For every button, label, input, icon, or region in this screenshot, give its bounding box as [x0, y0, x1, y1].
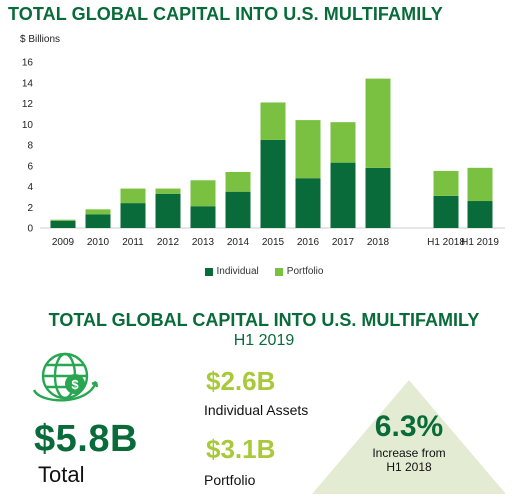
- y-tick-label: 2: [27, 203, 33, 214]
- y-axis-unit-label: $ Billions: [20, 34, 61, 45]
- bar-individual-h1-2019: [467, 201, 493, 228]
- bar-portfolio-2012: [155, 188, 181, 194]
- x-tick-label: 2012: [157, 237, 180, 248]
- y-tick-label: 8: [27, 141, 33, 152]
- x-tick-label: 2016: [297, 237, 320, 248]
- increase-triangle: [312, 380, 506, 494]
- page-title: TOTAL GLOBAL CAPITAL INTO U.S. MULTIFAMI…: [8, 4, 443, 24]
- legend-item-individual: Individual: [204, 266, 259, 277]
- bar-individual-2010: [85, 214, 111, 228]
- bar-individual-2016: [295, 178, 321, 228]
- x-tick-label: 2018: [367, 237, 390, 248]
- increase-value: 6.3%: [374, 410, 444, 443]
- bar-portfolio-2015: [260, 102, 286, 140]
- bar-portfolio-2010: [85, 209, 111, 215]
- bar-individual-2009: [50, 220, 76, 228]
- x-tick-label: H1 2019: [461, 237, 499, 248]
- y-tick-label: 14: [22, 78, 34, 89]
- individual-value: $2.6B: [206, 366, 276, 396]
- total-label: Total: [38, 462, 85, 487]
- legend-item-portfolio: Portfolio: [274, 266, 324, 277]
- bar-individual-2011: [120, 203, 146, 228]
- bar-portfolio-2011: [120, 188, 146, 204]
- bar-portfolio-2018: [365, 78, 391, 168]
- bar-portfolio-2013: [190, 180, 216, 207]
- summary-title: TOTAL GLOBAL CAPITAL INTO U.S. MULTIFAMI…: [48, 310, 480, 330]
- x-tick-label: H1 2018: [427, 237, 465, 248]
- bar-individual-2012: [155, 193, 181, 228]
- chart-legend: Individual Portfolio: [0, 266, 528, 277]
- globe-dollar-icon: $: [32, 352, 99, 402]
- y-tick-label: 4: [27, 182, 33, 193]
- y-tick-label: 12: [22, 99, 34, 110]
- summary-period: H1 2019: [233, 332, 295, 349]
- bar-individual-2014: [225, 191, 251, 228]
- legend-swatch-portfolio: [274, 267, 283, 276]
- bar-portfolio-2009: [50, 219, 76, 221]
- x-tick-label: 2015: [262, 237, 285, 248]
- increase-label-line1: Increase from: [372, 446, 446, 460]
- bar-individual-2018: [365, 167, 391, 228]
- bar-portfolio-2017: [330, 122, 356, 163]
- bar-individual-2015: [260, 139, 286, 228]
- individual-label: Individual Assets: [204, 402, 309, 418]
- legend-swatch-individual: [204, 267, 213, 276]
- bar-portfolio-2014: [225, 171, 251, 192]
- portfolio-label: Portfolio: [204, 472, 256, 488]
- y-tick-label: 6: [27, 161, 33, 172]
- x-tick-label: 2011: [122, 237, 144, 248]
- portfolio-value: $3.1B: [206, 434, 276, 464]
- stacked-bar-chart: 0 2 4 6 8 10 12 14 16 2009 2010 2011 2012 2013 2014 201…: [22, 58, 505, 248]
- bar-individual-2013: [190, 206, 216, 228]
- x-tick-label: 2017: [332, 237, 355, 248]
- bar-individual-2017: [330, 162, 356, 228]
- total-value: $5.8B: [34, 418, 138, 460]
- increase-label-line2: H1 2018: [386, 460, 432, 474]
- y-tick-label: 0: [27, 224, 33, 235]
- x-tick-label: 2014: [227, 237, 250, 248]
- x-tick-label: 2013: [192, 237, 215, 248]
- x-tick-label: 2009: [52, 237, 75, 248]
- svg-text:$: $: [71, 377, 79, 392]
- legend-label-portfolio: Portfolio: [286, 266, 324, 277]
- bar-portfolio-h1-2019: [467, 167, 493, 202]
- x-tick-label: 2010: [87, 237, 110, 248]
- bar-individual-h1-2018: [433, 195, 459, 228]
- y-tick-label: 16: [22, 58, 34, 69]
- increase-label: Increase from H1 2018: [312, 446, 506, 474]
- legend-label-individual: Individual: [216, 266, 259, 277]
- y-tick-label: 10: [22, 120, 34, 131]
- bar-portfolio-2016: [295, 120, 321, 179]
- bar-portfolio-h1-2018: [433, 170, 459, 196]
